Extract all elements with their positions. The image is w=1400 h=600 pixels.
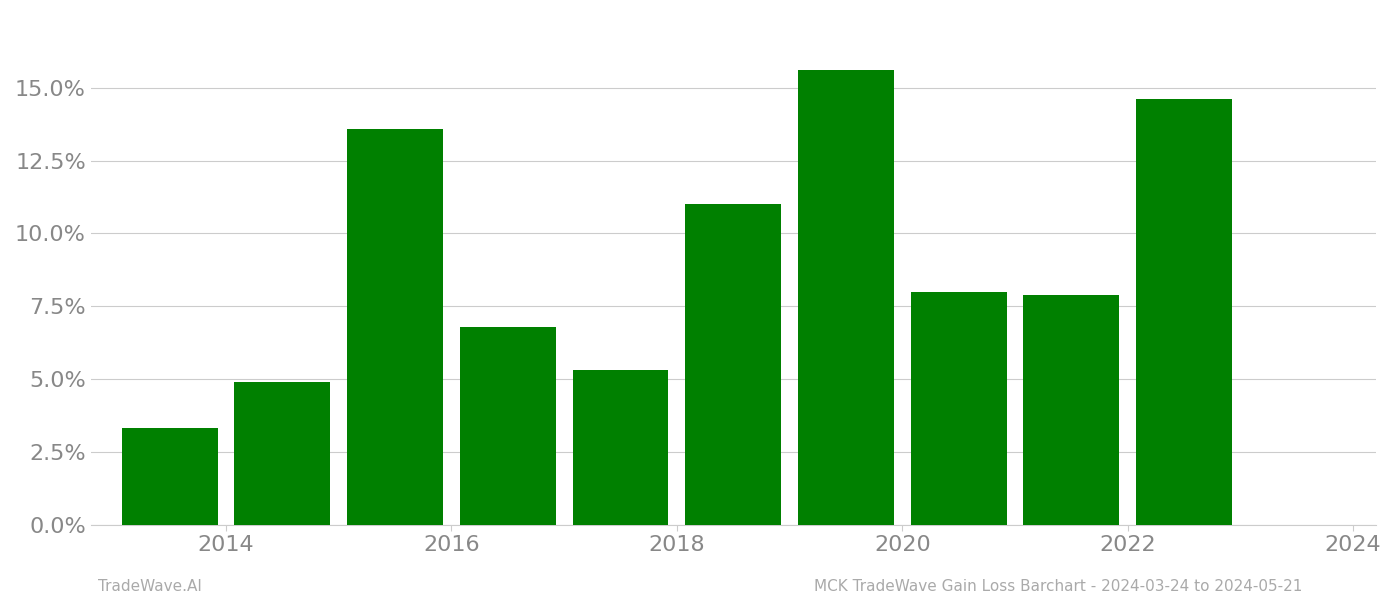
Text: MCK TradeWave Gain Loss Barchart - 2024-03-24 to 2024-05-21: MCK TradeWave Gain Loss Barchart - 2024-… bbox=[813, 579, 1302, 594]
Bar bbox=[347, 128, 442, 524]
Bar bbox=[573, 370, 668, 524]
Text: TradeWave.AI: TradeWave.AI bbox=[98, 579, 202, 594]
Bar bbox=[122, 428, 217, 524]
Bar bbox=[686, 204, 781, 524]
Bar bbox=[1023, 295, 1119, 524]
Bar bbox=[1137, 100, 1232, 524]
Bar bbox=[911, 292, 1007, 524]
Bar bbox=[459, 326, 556, 524]
Bar bbox=[798, 70, 893, 524]
Bar bbox=[234, 382, 330, 524]
